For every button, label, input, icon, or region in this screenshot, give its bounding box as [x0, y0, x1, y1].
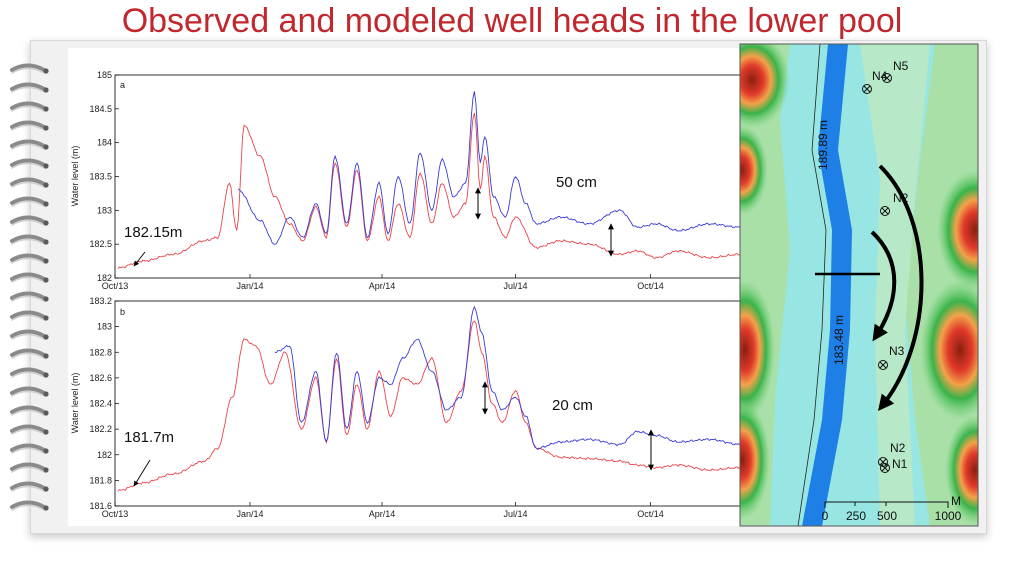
- y-tick-label: 184.5: [89, 104, 112, 114]
- river-bank-line: [797, 44, 827, 526]
- y-tick-label: 183.5: [89, 172, 112, 182]
- y-tick-label: 182: [97, 450, 112, 460]
- map-hill: [740, 280, 775, 420]
- y-tick-label: 181.6: [89, 501, 112, 511]
- well-marker-cross: [881, 464, 889, 472]
- flow-arrow-outer: [877, 164, 924, 411]
- y-tick-label: 184: [97, 138, 112, 148]
- well-marker-cross: [883, 74, 891, 82]
- annotation-182-15m: 182.15m: [124, 224, 182, 241]
- well-label-n1: N1: [892, 457, 908, 471]
- scale-label-1000: 1000: [935, 509, 962, 523]
- annotation-20cm: 20 cm: [552, 397, 593, 414]
- well-marker-icon: [878, 360, 888, 370]
- panel-a-ylabel: Water level (m): [70, 146, 80, 207]
- y-tick-label: 182.2: [89, 424, 112, 434]
- annotation-181-7m-arrow: [133, 459, 151, 487]
- scale-label-0: 0: [822, 509, 829, 523]
- panel-b-label: b: [120, 307, 125, 317]
- well-n3: N3: [878, 344, 905, 370]
- well-label-n2-lower: N2: [890, 441, 906, 455]
- y-tick-label: 185: [97, 70, 112, 80]
- map-hill: [740, 44, 790, 128]
- panel-b-series: [117, 305, 741, 492]
- river-label-lower: 183.48 m: [832, 315, 846, 365]
- y-tick-label: 183: [97, 205, 112, 215]
- panel-b-y-ticks: 181.6 181.8 182 182.2 182.4 182.6 182.8 183 183.…: [89, 296, 119, 511]
- y-tick-label: 182.8: [89, 347, 112, 357]
- well-marker-cross: [881, 207, 889, 215]
- x-tick-label: Jul/14: [504, 281, 528, 291]
- y-tick-label: 182.5: [89, 239, 112, 249]
- x-tick-label: Jul/14: [504, 509, 528, 519]
- y-tick-label: 182: [97, 273, 112, 283]
- panel-a: a Water level (m) 182 182.5 183 183.5 184 184…: [70, 70, 741, 291]
- well-n5: N5: [882, 59, 909, 83]
- well-marker-cross: [879, 361, 887, 369]
- panel-b-ylabel: Water level (m): [70, 373, 80, 434]
- slide-title: Observed and modeled well heads in the l…: [121, 2, 903, 40]
- observed-series-line: [274, 305, 741, 450]
- annotation-182-15m-arrow: [133, 251, 146, 267]
- well-label-n4: N4: [872, 69, 888, 83]
- x-tick-label: Oct/14: [637, 281, 664, 291]
- y-tick-label: 182.4: [89, 399, 112, 409]
- x-tick-label: Apr/14: [369, 281, 396, 291]
- y-tick-label: 183: [97, 322, 112, 332]
- observed-series-line: [237, 91, 741, 245]
- well-n1: N1: [880, 457, 908, 473]
- figure-background: [68, 48, 740, 526]
- panel-a-label: a: [120, 80, 125, 90]
- well-label-n2-upper: N2: [893, 191, 909, 205]
- scale-label-500: 500: [877, 509, 897, 523]
- x-tick-label: Oct/13: [102, 509, 129, 519]
- map-frame: [739, 43, 979, 527]
- modeled-series-line: [117, 112, 741, 269]
- map-hill: [945, 415, 978, 525]
- well-label-n5: N5: [893, 59, 909, 73]
- panel-a-x-ticks: Oct/13 Jan/14 Apr/14 Jul/14 Oct/14: [102, 274, 664, 291]
- well-location-map: 189.89 m 183.48 m N5 N4 N2 N3 N2: [739, 43, 979, 527]
- x-tick-label: Jan/14: [236, 281, 263, 291]
- x-tick-label: Jan/14: [236, 509, 263, 519]
- panel-b-x-ticks: Oct/13 Jan/14 Apr/14 Jul/14 Oct/14: [102, 502, 664, 519]
- scale-bar-line: [824, 501, 949, 508]
- map-hill: [920, 280, 978, 420]
- well-n4: N4: [862, 69, 888, 94]
- river-label-upper: 189.89 m: [816, 120, 830, 170]
- annotation-50cm: 50 cm: [556, 174, 597, 191]
- well-marker-icon: [880, 206, 890, 216]
- scale-label-250: 250: [846, 509, 866, 523]
- scale-unit: M: [951, 494, 961, 508]
- x-tick-label: Oct/14: [637, 509, 664, 519]
- well-marker-icon: [862, 84, 872, 94]
- modeled-series-line: [117, 320, 741, 492]
- map-hill: [937, 170, 978, 290]
- map-scale-bar: 0 250 500 1000 M: [822, 494, 962, 523]
- panel-a-y-ticks: 182 182.5 183 183.5 184 184.5 185: [89, 70, 119, 283]
- well-label-n3: N3: [889, 344, 905, 358]
- panel-a-series: [117, 91, 741, 269]
- well-marker-icon: [882, 73, 892, 83]
- annotation-181-7m: 181.7m: [124, 429, 174, 446]
- y-tick-label: 183.2: [89, 296, 112, 306]
- y-tick-label: 181.8: [89, 475, 112, 485]
- well-marker-icon: [880, 463, 890, 473]
- river-channel: [802, 44, 852, 526]
- x-tick-label: Oct/13: [102, 281, 129, 291]
- well-marker-cross: [863, 85, 871, 93]
- y-tick-label: 182.6: [89, 373, 112, 383]
- x-tick-label: Apr/14: [369, 509, 396, 519]
- well-n2-upper: N2: [880, 191, 909, 216]
- flow-arrow-inner: [870, 230, 897, 342]
- map-hill: [740, 400, 770, 520]
- map-hill: [740, 125, 768, 215]
- panel-b: b Water level (m) 181.6 181.8 182 182.2 182.…: [70, 296, 741, 519]
